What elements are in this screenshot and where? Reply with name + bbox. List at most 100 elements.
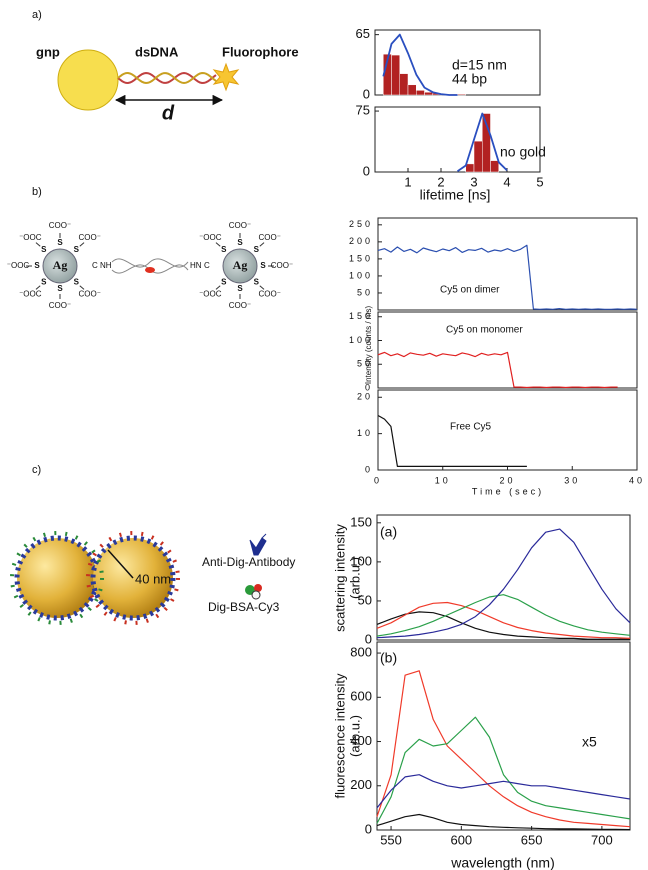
x-tick-label: 10 [435,475,451,485]
diagram-a: gnp dsDNA Fluorophore d [36,44,299,124]
y-axis-label: (arb.u.) [347,715,362,757]
histogram-bar [465,163,475,173]
y-tick-label: 65 [356,26,370,41]
bond [215,242,221,247]
data-line [377,244,638,310]
label: ⁻OOC [19,233,42,242]
diagram-b: Ag S COO⁻ S COO⁻ S ⁻OOC S ⁻OOC S ⁻OOC S COO⁻ S COO⁻ Ag S… [7,221,293,310]
plot-frame [377,311,638,389]
fit-line [382,33,458,96]
label: COO⁻ [258,233,280,242]
label: 40 nm [135,571,171,586]
antibody-icon [249,533,267,556]
annotation: Cy5 on dimer [440,285,500,296]
label: ⁻OOC [7,261,30,270]
x-tick-label: 1 [404,174,411,189]
label: gnp [36,44,60,59]
plot-frame [376,514,631,641]
bond [259,242,265,247]
x-tick-label: 650 [521,832,543,847]
label: C [92,261,98,270]
label: S [57,284,63,293]
histogram-bar [482,113,491,173]
annotation: x5 [582,734,597,750]
label: dsDNA [135,44,179,59]
label: S [41,245,47,254]
annotation: no gold [500,144,546,160]
label: ⁻OOC [199,289,222,298]
y-axis-label: scattering intensity [332,524,347,632]
x-tick-label: 550 [380,832,402,847]
y-tick-label: 200 [350,777,372,792]
panel-label: c) [32,464,41,476]
x-tick-label: 3 [470,174,477,189]
label: S [74,245,80,254]
data-line [376,528,631,639]
protein-icon [254,584,262,592]
y-tick-label: 0 [363,86,370,101]
y-tick-label: 600 [350,689,372,704]
label: S [254,245,260,254]
histogram-bar [457,93,466,96]
plot-frame [376,641,631,831]
strand [117,71,217,85]
label: S [74,277,80,286]
y-axis-label: fluorescence intensity [332,673,347,799]
silver-particle [222,248,258,284]
label: d [162,102,175,124]
x-axis-label: Time (sec) [472,486,544,496]
label: NH [100,261,112,270]
label: Dig-BSA-Cy3 [208,600,280,614]
y-tick-label: 20 [357,392,373,402]
x-tick-label: 40 [629,475,645,485]
y-tick-label: 10 [357,428,373,438]
label: COO⁻ [229,301,251,310]
bond [35,285,41,290]
x-tick-label: 5 [536,174,543,189]
y-tick-label: 150 [349,253,373,263]
x-tick-label: 600 [450,832,472,847]
label: S [221,245,227,254]
label: S [237,284,243,293]
bond [35,242,41,247]
x-axis-label: wavelength (nm) [450,855,555,870]
label: S [41,277,47,286]
x-tick-label: 700 [591,832,613,847]
annotation: d=15 nm [452,57,507,73]
y-tick-label: 0 [363,163,370,178]
panel-label: a) [32,9,42,21]
y-tick-label: 100 [349,335,373,345]
data-line [376,774,631,809]
label: COO⁻ [49,221,71,230]
histogram-bar [473,140,483,173]
label: COO⁻ [258,289,280,298]
y-tick-label: 0 [365,631,372,646]
label: Fluorophore [222,44,299,59]
helix [117,71,217,85]
label: S [254,277,260,286]
label: Ag [53,258,68,272]
y-tick-label: 75 [356,103,370,118]
diagram-c: 40 nm Anti-Dig-Antibody Dig-BSA-Cy3 [10,531,295,625]
y-axis-label: (arb.u.) [347,557,362,599]
y-tick-label: 200 [349,236,373,246]
x-tick-label: 30 [564,475,580,485]
label: S [34,261,40,270]
coating [10,531,104,625]
y-tick-label: 0 [365,464,373,474]
histogram-bar [391,54,400,96]
y-axis-label: Intensity (counts / ms) [364,306,373,385]
label: S [260,261,266,270]
histogram-bar [399,73,409,96]
annotation: Cy5 on monomer [446,325,523,336]
x-tick-label: 4 [503,174,510,189]
label: Ag [233,258,248,272]
label: S [221,277,227,286]
y-tick-label: 100 [350,553,372,568]
dye-dot [145,267,155,273]
y-tick-label: 0 [365,821,372,836]
label: S [237,238,243,247]
label: Anti-Dig-Antibody [202,555,295,569]
x-tick-label: 0 [374,475,382,485]
